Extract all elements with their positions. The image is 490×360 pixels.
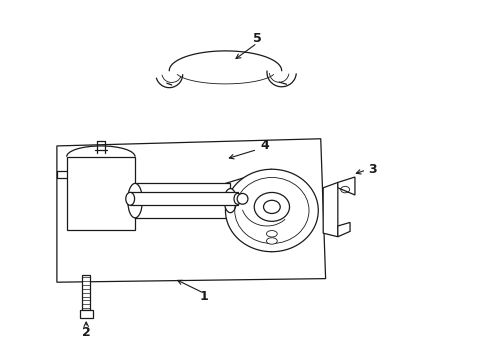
Ellipse shape (267, 230, 277, 237)
Text: 2: 2 (82, 326, 91, 339)
Polygon shape (82, 275, 90, 310)
Polygon shape (323, 183, 338, 237)
Polygon shape (80, 310, 93, 318)
Polygon shape (338, 177, 355, 195)
Polygon shape (130, 192, 238, 205)
Text: 1: 1 (199, 290, 208, 303)
Polygon shape (135, 183, 230, 218)
Ellipse shape (267, 238, 277, 244)
Ellipse shape (264, 200, 280, 213)
Polygon shape (338, 222, 350, 237)
Ellipse shape (234, 193, 242, 204)
Text: 4: 4 (260, 139, 269, 152)
Ellipse shape (224, 189, 237, 213)
Ellipse shape (126, 192, 135, 205)
Ellipse shape (237, 193, 248, 204)
Ellipse shape (225, 169, 318, 252)
Text: 3: 3 (368, 163, 376, 176)
Text: 5: 5 (253, 32, 262, 45)
Ellipse shape (128, 183, 143, 218)
Ellipse shape (254, 193, 290, 221)
Polygon shape (67, 157, 135, 230)
